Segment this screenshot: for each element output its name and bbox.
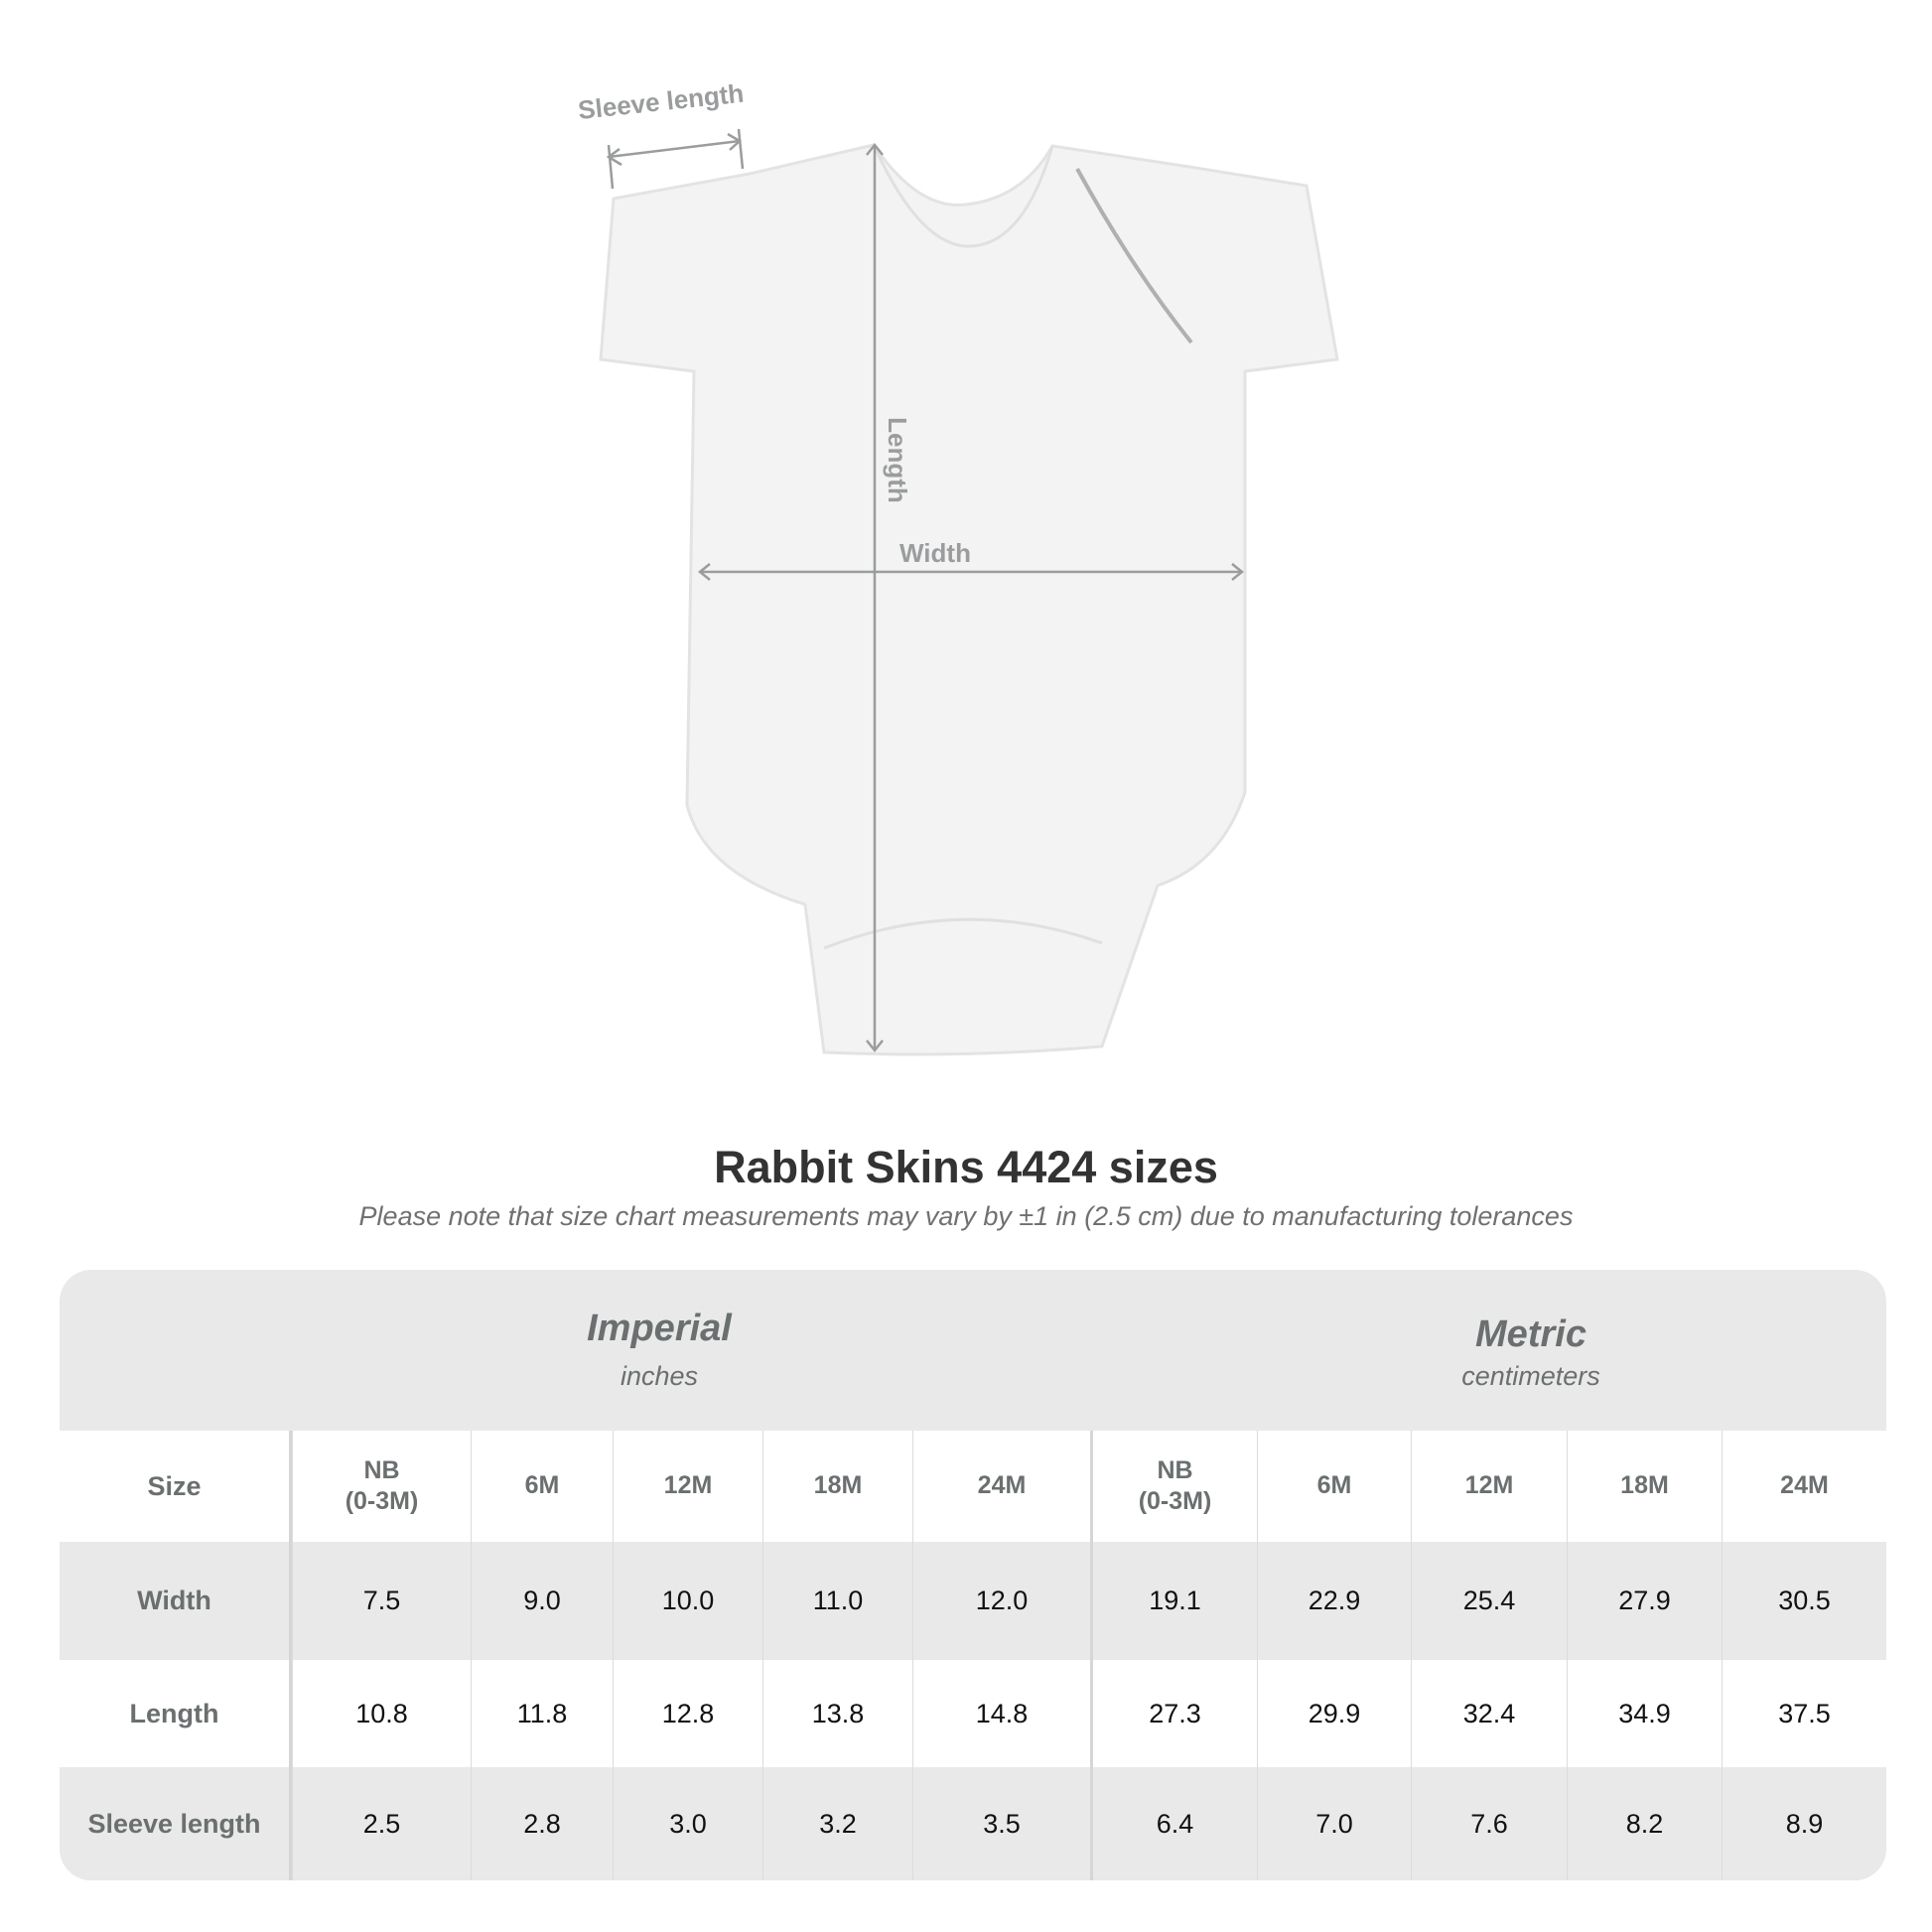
table-cell: 9.0 [471,1542,613,1660]
row-label: Sleeve length [60,1767,292,1880]
table-cell: 3.0 [613,1767,762,1880]
table-cell: 27.9 [1567,1542,1722,1660]
table-cell: 7.6 [1411,1767,1567,1880]
length-arrow [866,142,884,1053]
table-cell: 2.8 [471,1767,613,1880]
table-cell: 19.1 [1090,1542,1257,1660]
table-cell: 6.4 [1090,1767,1257,1880]
table-cell: 10.8 [292,1660,471,1767]
table-cell: 12.8 [613,1660,762,1767]
size-column-header: 6M [1257,1431,1411,1542]
table-cell: 29.9 [1257,1660,1411,1767]
table-cell: 8.2 [1567,1767,1722,1880]
table-cell: 11.0 [762,1542,912,1660]
onesie-shape [599,143,1339,1056]
table-cell: 3.2 [762,1767,912,1880]
row-label: Width [60,1542,292,1660]
onesie-illustration [599,128,1339,1056]
width-label: Width [899,538,971,568]
size-column-header: NB (0-3M) [1090,1431,1257,1542]
size-column-header: 24M [1722,1431,1886,1542]
imperial-title: Imperial [587,1308,732,1349]
row-label: Length [60,1660,292,1767]
page-title: Rabbit Skins 4424 sizes [714,1142,1218,1192]
table-cell: 12.0 [912,1542,1090,1660]
table-row: Width 7.5 9.0 10.0 11.0 12.0 19.1 22.9 25.4 27.9 3… [60,1542,1886,1660]
table-cell: 11.8 [471,1660,613,1767]
size-column-header: 6M [471,1431,613,1542]
table-cell: 10.0 [613,1542,762,1660]
imperial-unit: inches [620,1361,699,1391]
size-header: Size [60,1431,292,1542]
table-cell: 14.8 [912,1660,1090,1767]
table-cell: 8.9 [1722,1767,1886,1880]
metric-unit: centimeters [1461,1361,1600,1391]
size-column-header: 18M [1567,1431,1722,1542]
size-column-header: 24M [912,1431,1090,1542]
table-row: Sleeve length 2.5 2.8 3.0 3.2 3.5 6.4 7.0 7.6 8.2… [60,1767,1886,1880]
table-cell: 3.5 [912,1767,1090,1880]
table-cell: 22.9 [1257,1542,1411,1660]
table-cell: 2.5 [292,1767,471,1880]
size-column-header: 12M [1411,1431,1567,1542]
length-label: Length [882,417,912,503]
table-cell: 27.3 [1090,1660,1257,1767]
width-arrow [697,563,1245,581]
table-cell: 7.0 [1257,1767,1411,1880]
table-cell: 13.8 [762,1660,912,1767]
table-cell: 25.4 [1411,1542,1567,1660]
table-cell: 30.5 [1722,1542,1886,1660]
table-cell: 7.5 [292,1542,471,1660]
size-column-header: 12M [613,1431,762,1542]
table-row: Length 10.8 11.8 12.8 13.8 14.8 27.3 29.9 32.4 34… [60,1660,1886,1767]
size-header-row: Size NB (0-3M) 6M 12M 18M 24M NB (0-3M) 6M 12M 18… [60,1431,1886,1542]
table-cell: 32.4 [1411,1660,1567,1767]
size-column-header: NB (0-3M) [292,1431,471,1542]
table-cell: 37.5 [1722,1660,1886,1767]
sleeve-length-arrow [606,128,745,190]
size-table: Imperial inches Metric centimeters Size N… [60,1270,1886,1880]
size-column-header: 18M [762,1431,912,1542]
tolerance-note: Please note that size chart measurements… [358,1201,1574,1231]
table-cell: 34.9 [1567,1660,1722,1767]
metric-title: Metric [1475,1313,1587,1355]
